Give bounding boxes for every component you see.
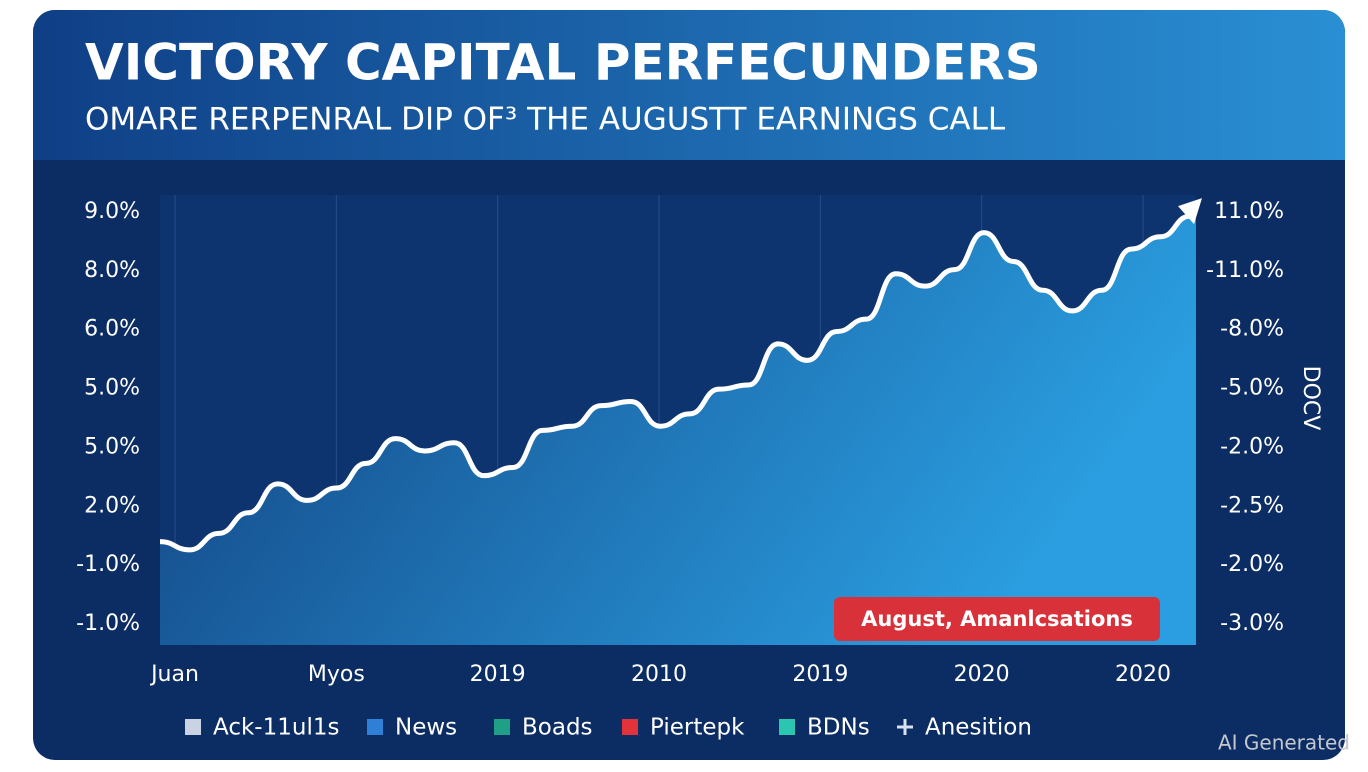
annotation: August, Amanlcsations: [861, 607, 1133, 631]
legend-item: BDNs: [779, 715, 870, 741]
x-tick-label: Juan: [149, 662, 199, 687]
y-tick-label: 5.0%: [84, 376, 140, 401]
y-tick-label: 6.0%: [84, 317, 140, 342]
plot: Juan Myos 2019 2010 2019 2020 2020 9.0% 8.0% 6.0%…: [76, 195, 1323, 741]
y2-tick-label: -11.0%: [1206, 258, 1284, 283]
y2-tick-label: -3.0%: [1220, 611, 1284, 636]
line: [159, 213, 1191, 553]
legend-item: News: [367, 715, 457, 741]
legend-swatch: [494, 719, 510, 735]
legend-item: Ack-11ul1s: [185, 715, 339, 741]
legend-label: Anesition: [925, 715, 1032, 741]
x-tick-label: 2020: [1115, 662, 1171, 687]
x-tick-label: 2019: [792, 662, 848, 687]
y2-tick-label: -2.5%: [1220, 493, 1284, 518]
y-tick-label: 2.0%: [84, 493, 140, 518]
y2-axis-label: DOCV: [1298, 366, 1323, 431]
legend-label: Ack-11ul1s: [213, 715, 339, 741]
annotation-box: [834, 597, 1160, 641]
watermark: AI Generated: [1218, 731, 1350, 755]
arrow-head: [1178, 198, 1202, 225]
legend-label: Boads: [522, 715, 593, 741]
y2-tick-label: -2.0%: [1220, 434, 1284, 459]
legend-label: News: [395, 715, 457, 741]
legend-item: Boads: [494, 715, 593, 741]
y2-tick-label: -2.0%: [1220, 552, 1284, 577]
header: [33, 10, 1345, 160]
y-tick-label: -1.0%: [76, 552, 140, 577]
legend-item: Anesition: [897, 715, 1032, 741]
x-tick-label: Myos: [308, 662, 365, 687]
y-tick-label: 5.0%: [84, 434, 140, 459]
legend-swatch: [779, 719, 795, 735]
legend-item: Piertepk: [622, 715, 745, 741]
y-tick-label: 8.0%: [84, 258, 140, 283]
subtitle: OMARE RERPENRAL DIP OF³ THE AUGUSTT EARN…: [85, 102, 1006, 138]
legend-swatch: [185, 719, 201, 735]
legend-label: Piertepk: [650, 715, 745, 741]
legend-swatch: [367, 719, 383, 735]
y-tick-label: -1.0%: [76, 611, 140, 636]
y2-tick-label: -8.0%: [1220, 317, 1284, 342]
legend-icon: [897, 719, 913, 735]
title: VICTORY CAPITAL PERFECUNDERS: [85, 34, 1041, 92]
y2-tick-label: -5.0%: [1220, 376, 1284, 401]
legend-label: BDNs: [807, 715, 870, 741]
y-tick-label: 9.0%: [84, 199, 140, 224]
area: [160, 216, 1196, 645]
legend-swatch: [622, 719, 638, 735]
x-tick-label: 2010: [631, 662, 687, 687]
x-tick-label: 2019: [470, 662, 526, 687]
x-tick-label: 2020: [954, 662, 1010, 687]
y2-tick-label: 11.0%: [1214, 199, 1284, 224]
